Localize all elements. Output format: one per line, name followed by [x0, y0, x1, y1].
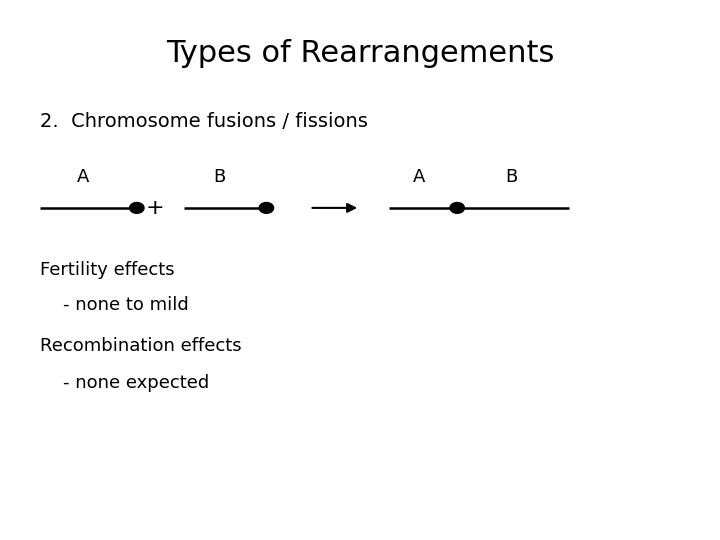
Text: A: A	[413, 168, 426, 186]
Text: - none to mild: - none to mild	[40, 296, 189, 314]
Text: B: B	[505, 168, 518, 186]
Text: A: A	[76, 168, 89, 186]
Circle shape	[259, 202, 274, 213]
Circle shape	[130, 202, 144, 213]
Text: Recombination effects: Recombination effects	[40, 336, 241, 355]
Circle shape	[450, 202, 464, 213]
Text: B: B	[213, 168, 226, 186]
Text: - none expected: - none expected	[40, 374, 209, 393]
Text: Types of Rearrangements: Types of Rearrangements	[166, 39, 554, 69]
Text: Fertility effects: Fertility effects	[40, 261, 174, 279]
Text: +: +	[145, 198, 164, 218]
Text: 2.  Chromosome fusions / fissions: 2. Chromosome fusions / fissions	[40, 112, 367, 131]
